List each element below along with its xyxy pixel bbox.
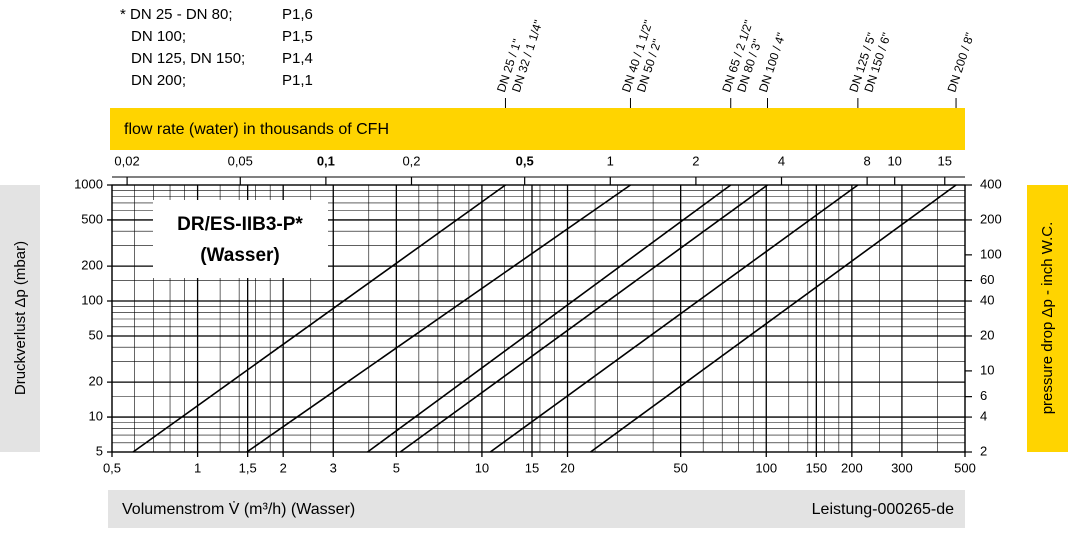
y-tick-label: 50 <box>89 327 103 342</box>
y-tick-label: 200 <box>81 258 103 273</box>
right-band <box>1027 185 1068 452</box>
note-text: P1,5 <box>282 28 313 45</box>
chart-title: DR/ES-IIB3-P* <box>177 214 303 235</box>
y2-tick-label: 6 <box>980 388 987 403</box>
x-tick-label: 300 <box>891 460 913 475</box>
y-tick-label: 10 <box>89 409 103 424</box>
y2-axis-label: pressure drop Δp - inch W.C. <box>1039 222 1056 415</box>
y2-tick-label: 400 <box>980 176 1002 191</box>
curve <box>132 184 506 453</box>
x-tick-label: 0,5 <box>103 460 121 475</box>
x-tick-label: 100 <box>755 460 777 475</box>
x2-axis-label: flow rate (water) in thousands of CFH <box>124 121 389 138</box>
curve <box>367 184 732 453</box>
x-tick-label: 200 <box>841 460 863 475</box>
y2-tick-label: 200 <box>980 211 1002 226</box>
x-tick-label: 2 <box>280 460 287 475</box>
curve <box>489 184 859 453</box>
x-tick-label: 150 <box>805 460 827 475</box>
y-tick-label: 500 <box>81 211 103 226</box>
x-tick-label: 3 <box>330 460 337 475</box>
x2-tick-label: 8 <box>864 153 871 168</box>
x-tick-label: 1 <box>194 460 201 475</box>
bottom-band <box>108 490 965 528</box>
x2-tick-label: 4 <box>778 153 785 168</box>
x2-tick-label: 15 <box>938 153 952 168</box>
x2-tick-label: 1 <box>607 153 614 168</box>
x2-tick-label: 0,02 <box>114 153 139 168</box>
y2-tick-label: 20 <box>980 327 994 342</box>
note-text: DN 100; <box>131 28 186 45</box>
x-tick-label: 1,5 <box>239 460 257 475</box>
x2-tick-label: 10 <box>887 153 901 168</box>
y2-tick-label: 10 <box>980 362 994 377</box>
size-label: DN 100 / 4" <box>756 31 788 94</box>
chart-subtitle: (Wasser) <box>200 245 280 266</box>
y-tick-label: 100 <box>81 292 103 307</box>
x2-tick-label: 0,2 <box>402 153 420 168</box>
y2-tick-label: 60 <box>980 272 994 287</box>
note-text: P1,4 <box>282 50 313 67</box>
x-tick-label: 5 <box>393 460 400 475</box>
y2-tick-label: 100 <box>980 246 1002 261</box>
y2-tick-label: 4 <box>980 409 987 424</box>
size-label: DN 200 / 8" <box>945 31 977 94</box>
note-text: P1,6 <box>282 6 313 23</box>
x2-tick-label: 0,1 <box>317 153 335 168</box>
grid <box>107 176 972 457</box>
x2-tick-label: 0,05 <box>228 153 253 168</box>
curve <box>399 184 768 453</box>
x-axis-label: Volumenstrom V̇ (m³/h) (Wasser) <box>122 500 355 518</box>
curve <box>590 184 957 453</box>
y2-tick-label: 40 <box>980 292 994 307</box>
x-tick-label: 500 <box>954 460 976 475</box>
y-tick-label: 20 <box>89 374 103 389</box>
x-tick-label: 10 <box>475 460 489 475</box>
y-tick-label: 5 <box>96 443 103 458</box>
y-axis-label: Druckverlust Δp (mbar) <box>12 241 29 395</box>
y2-tick-label: 2 <box>980 443 987 458</box>
curve <box>246 184 631 453</box>
note-text: P1,1 <box>282 72 313 89</box>
y-tick-label: 1000 <box>74 176 103 191</box>
note-text: DN 125, DN 150; <box>131 50 245 67</box>
note-text: * DN 25 - DN 80; <box>120 6 233 23</box>
title-box <box>153 200 328 278</box>
x2-tick-label: 0,5 <box>516 153 534 168</box>
footer: Leistung-000265-de <box>812 501 954 518</box>
x2-tick-label: 2 <box>692 153 699 168</box>
x-tick-label: 15 <box>525 460 539 475</box>
x-tick-label: 20 <box>560 460 574 475</box>
top-band <box>110 108 965 150</box>
x-tick-label: 50 <box>673 460 687 475</box>
left-band <box>0 185 40 452</box>
note-text: DN 200; <box>131 72 186 89</box>
